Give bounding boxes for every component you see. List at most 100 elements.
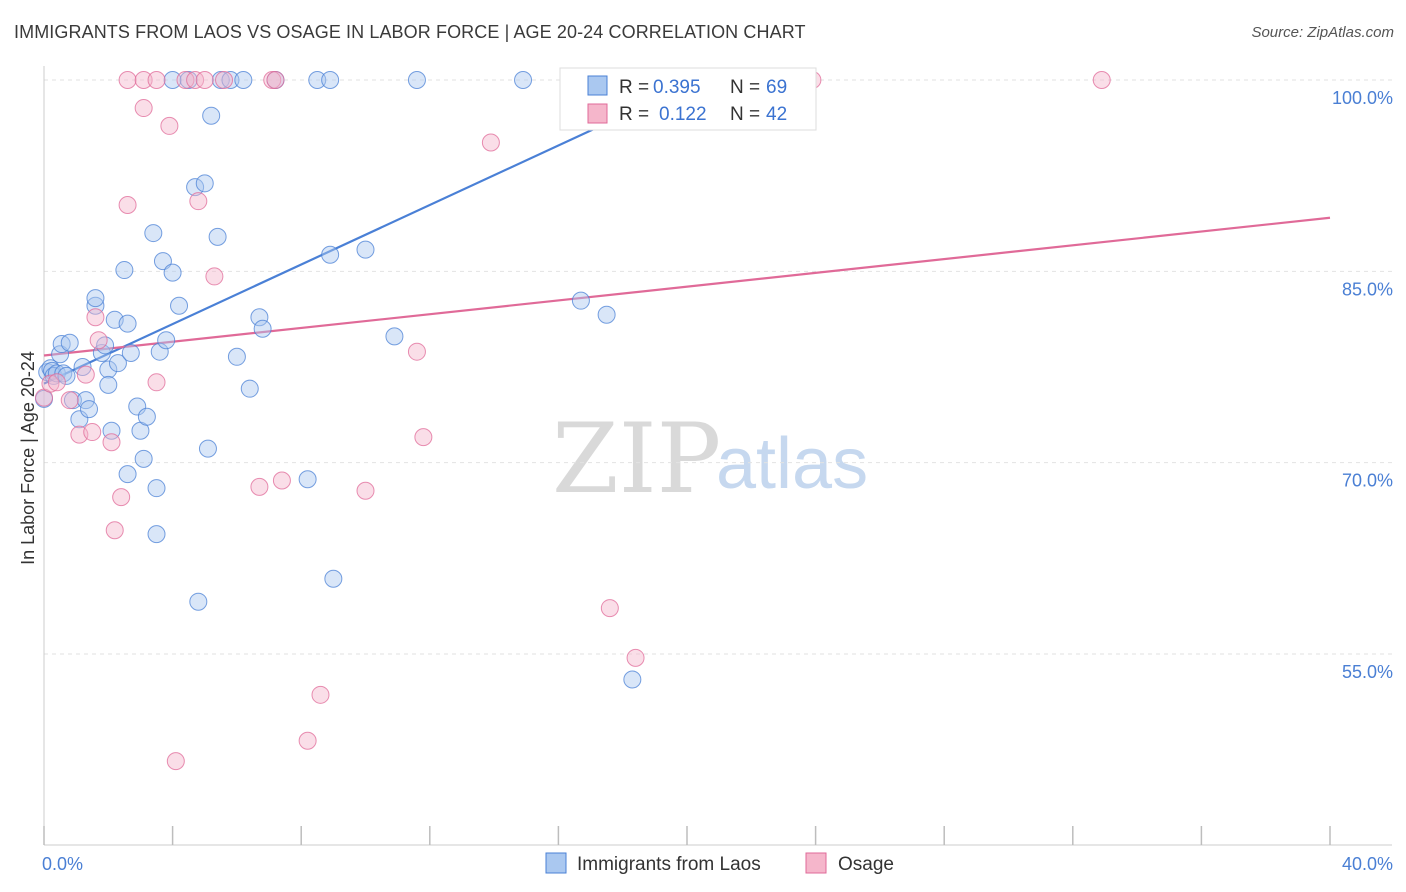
- osage-point: [60, 391, 79, 410]
- laos-point: [208, 227, 227, 246]
- watermark-atlas: atlas: [716, 424, 868, 504]
- laos-point: [147, 525, 166, 544]
- bottom-legend-label-laos: Immigrants from Laos: [577, 854, 761, 875]
- laos-point: [253, 319, 272, 338]
- osage-point: [414, 428, 433, 447]
- osage-point: [147, 71, 166, 89]
- legend: R = 0.395 N = 69 R = 0.122 N = 42: [559, 67, 817, 131]
- series-laos-points: [35, 71, 642, 689]
- laos-point: [571, 291, 590, 310]
- osage-point: [626, 648, 645, 667]
- laos-point: [202, 106, 221, 125]
- gridlines: [44, 79, 1392, 655]
- osage-point: [86, 308, 105, 327]
- laos-point: [321, 245, 340, 264]
- y-tick-label: 70.0%: [1342, 471, 1393, 491]
- laos-point: [121, 343, 140, 362]
- bottom-legend-label-osage: Osage: [838, 854, 894, 875]
- osage-point: [272, 471, 291, 490]
- laos-point: [385, 327, 404, 346]
- laos-point: [134, 449, 153, 468]
- trend-line-osage: [43, 216, 1331, 357]
- osage-point: [186, 71, 205, 89]
- laos-point: [150, 342, 169, 361]
- laos-point: [240, 379, 259, 398]
- watermark: ZIP atlas: [552, 403, 868, 515]
- watermark-zip: ZIP: [552, 403, 721, 515]
- laos-point: [163, 71, 182, 89]
- laos-point: [137, 407, 156, 426]
- osage-point: [118, 71, 137, 89]
- osage-point: [102, 433, 121, 452]
- laos-point: [514, 71, 533, 89]
- y-tick-labels: 100.0% 85.0% 70.0% 55.0%: [1332, 88, 1393, 682]
- axes: [43, 66, 1392, 846]
- laos-point: [407, 71, 426, 89]
- legend-r-label-osage: R =: [619, 104, 649, 125]
- osage-point: [189, 192, 208, 211]
- laos-point: [623, 670, 642, 689]
- y-tick-label: 85.0%: [1342, 279, 1393, 299]
- y-axis-label: In Labor Force | Age 20-24: [18, 351, 38, 565]
- laos-point: [147, 479, 166, 498]
- laos-point: [115, 261, 134, 280]
- legend-n-value-osage: 42: [766, 104, 787, 125]
- legend-r-value-osage: 0.122: [659, 104, 707, 125]
- trend-line-laos: [43, 79, 701, 385]
- osage-point: [176, 71, 195, 89]
- legend-r-label-laos: R =: [619, 77, 649, 98]
- osage-point: [311, 685, 330, 704]
- laos-point: [163, 263, 182, 282]
- legend-swatch-laos: [587, 75, 608, 96]
- legend-n-label-osage: N =: [730, 104, 760, 125]
- source-credit: Source: ZipAtlas.com: [1251, 24, 1394, 41]
- osage-point: [118, 196, 137, 215]
- osage-point: [266, 71, 285, 89]
- y-tick-label: 55.0%: [1342, 662, 1393, 682]
- osage-point: [250, 477, 269, 496]
- laos-point: [308, 71, 327, 89]
- laos-point: [108, 354, 127, 373]
- osage-point: [166, 752, 185, 771]
- laos-point: [153, 252, 172, 271]
- legend-swatch-osage: [587, 103, 608, 124]
- laos-point: [99, 360, 118, 379]
- osage-point: [160, 116, 179, 135]
- osage-point: [600, 599, 619, 618]
- osage-point: [298, 731, 317, 750]
- y-tick-label: 100.0%: [1332, 88, 1393, 108]
- laos-point: [356, 240, 375, 259]
- trend-lines: [43, 79, 1331, 385]
- laos-point: [118, 314, 137, 333]
- laos-point: [54, 364, 73, 383]
- laos-point: [186, 178, 205, 197]
- laos-point: [324, 569, 343, 588]
- osage-point: [76, 365, 95, 384]
- laos-point: [144, 224, 163, 243]
- osage-point: [215, 71, 234, 89]
- x-tick-labels: 0.0% 40.0%: [42, 854, 1393, 874]
- legend-n-label-laos: N =: [730, 77, 760, 98]
- bottom-legend-swatch-osage: [805, 852, 827, 874]
- osage-point: [481, 133, 500, 152]
- laos-point: [234, 71, 253, 89]
- legend-n-value-laos: 69: [766, 77, 787, 98]
- osage-point: [134, 71, 153, 89]
- legend-r-value-laos: 0.395: [653, 77, 701, 98]
- laos-point: [597, 305, 616, 324]
- laos-point: [170, 296, 189, 315]
- laos-point: [321, 71, 340, 89]
- osage-point: [112, 488, 131, 507]
- osage-point: [147, 373, 166, 392]
- laos-point: [298, 470, 317, 489]
- laos-point: [60, 333, 79, 352]
- laos-point: [195, 174, 214, 193]
- laos-point: [250, 308, 269, 327]
- bottom-legend-swatch-laos: [545, 852, 567, 874]
- osage-point: [83, 423, 102, 442]
- laos-point: [221, 71, 240, 89]
- osage-point: [356, 481, 375, 500]
- chart-title: IMMIGRANTS FROM LAOS VS OSAGE IN LABOR F…: [14, 22, 806, 42]
- osage-point: [1092, 71, 1111, 89]
